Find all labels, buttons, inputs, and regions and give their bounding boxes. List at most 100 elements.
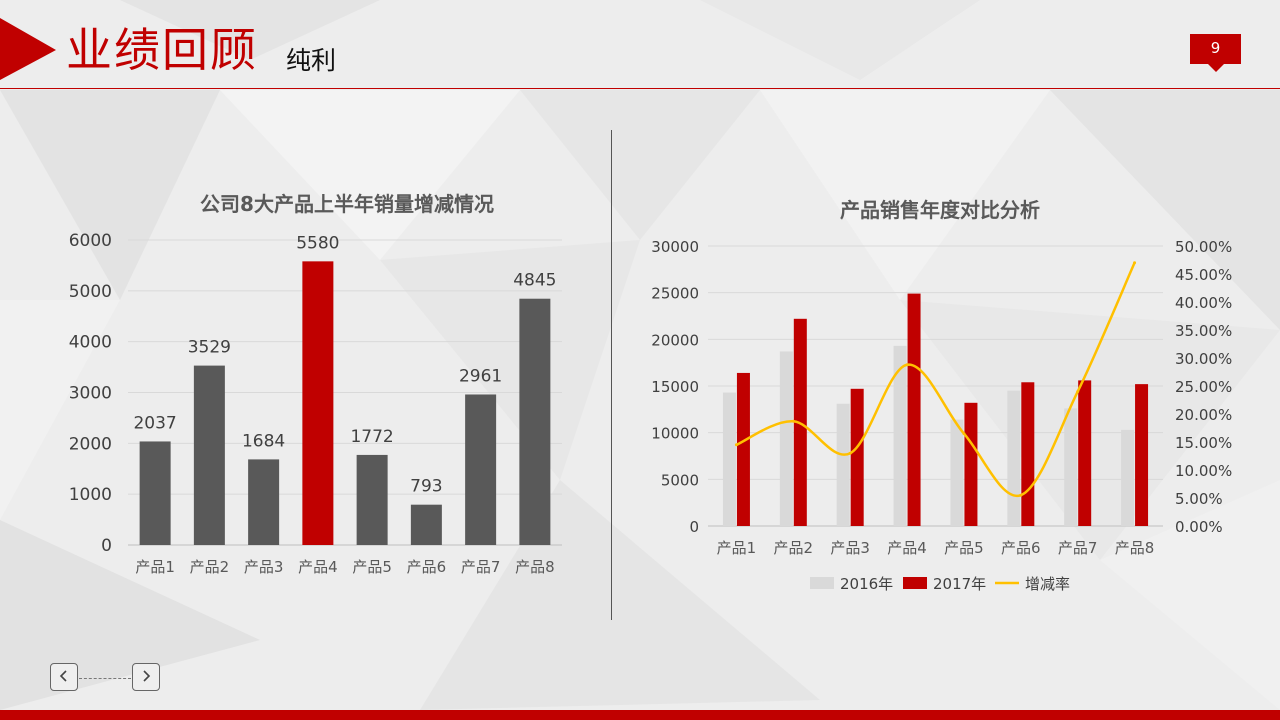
chart1-x-tick-label: 产品6 <box>407 558 447 576</box>
chart2-bar-2017 <box>907 293 921 526</box>
chart2-bar-2016 <box>1007 390 1021 526</box>
chevron-left-icon <box>59 670 67 682</box>
chart2-bar-2017 <box>1021 382 1035 526</box>
chart2-bar-2016 <box>950 419 964 526</box>
chart2-x-tick-label: 产品4 <box>887 539 927 557</box>
chart1-bar <box>302 261 334 545</box>
page-title: 业绩回顾 <box>66 23 258 77</box>
chart2-y2-tick-label: 15.00% <box>1175 434 1232 452</box>
nav-dashed-line <box>79 678 131 679</box>
chart2-y2-tick-label: 30.00% <box>1175 350 1232 368</box>
chart1-bar <box>139 441 171 545</box>
chart2-x-tick-label: 产品6 <box>1001 539 1041 557</box>
chart2-y-tick-label: 15000 <box>651 378 699 396</box>
chart1-x-tick-label: 产品1 <box>135 558 175 576</box>
chart1-y-tick-label: 2000 <box>69 434 112 454</box>
chart2-y2-tick-label: 35.00% <box>1175 322 1232 340</box>
chart2-bar-2017 <box>1135 384 1149 526</box>
chart2-y2-tick-label: 50.00% <box>1175 238 1232 256</box>
legend-label-rate: 增减率 <box>1025 575 1070 593</box>
chart1-data-label: 1772 <box>350 427 393 447</box>
chart2-y2-tick-label: 40.00% <box>1175 294 1232 312</box>
chart1-y-tick-label: 1000 <box>69 485 112 505</box>
chart2-bar-2016 <box>1121 429 1135 526</box>
chart1-y-tick-label: 4000 <box>69 333 112 353</box>
chart1-bar <box>248 459 280 545</box>
chart2-y-tick-label: 30000 <box>651 238 699 256</box>
chart2-y2-tick-label: 0.00% <box>1175 518 1223 536</box>
chart2-y-tick-label: 5000 <box>661 471 699 489</box>
chart2-rate-point <box>905 363 909 367</box>
chart1-x-tick-label: 产品4 <box>298 558 338 576</box>
chart2-x-tick-label: 产品1 <box>717 539 757 557</box>
legend-swatch-2017 <box>903 577 927 589</box>
chart2-rate-point <box>962 432 966 436</box>
chart1-y-tick-label: 0 <box>101 536 112 556</box>
page-number-badge: 9 <box>1190 34 1241 64</box>
chart2-bar-2017 <box>736 372 750 526</box>
chart2-y2-tick-label: 25.00% <box>1175 378 1232 396</box>
page-subtitle: 纯利 <box>286 46 337 75</box>
chart2-rate-point <box>848 451 852 455</box>
chart2-x-tick-label: 产品7 <box>1058 539 1098 557</box>
chevron-right-icon <box>143 670 151 682</box>
chart1-x-tick-label: 产品5 <box>352 558 392 576</box>
chart2-x-tick-label: 产品5 <box>944 539 984 557</box>
chart1-data-label: 3529 <box>188 338 231 358</box>
chart2-rate-point <box>1076 390 1080 394</box>
chart1-x-tick-label: 产品2 <box>190 558 230 576</box>
chart1-data-label: 793 <box>410 477 442 497</box>
chart2-rate-point <box>1133 261 1137 265</box>
legend-swatch-2016 <box>810 577 834 589</box>
chart1-data-label: 2037 <box>133 413 176 433</box>
chart2-bar-2017 <box>850 388 864 526</box>
chart2-bar-2017 <box>964 402 978 526</box>
chart2-rate-point <box>734 443 738 447</box>
chart2-bar-2016 <box>836 403 850 526</box>
prev-slide-button[interactable] <box>50 663 78 691</box>
chart2-bar-2016 <box>722 392 736 526</box>
chart1-x-tick-label: 产品7 <box>461 558 501 576</box>
chart2-y-tick-label: 0 <box>689 518 699 536</box>
chart1-y-tick-label: 6000 <box>69 231 112 251</box>
chart1-title: 公司8大产品上半年销量增减情况 <box>200 192 494 216</box>
bottom-accent-bar <box>0 710 1280 720</box>
chart1-bar <box>410 504 442 545</box>
chart1-data-label: 2961 <box>459 366 502 386</box>
chart2-y2-tick-label: 20.00% <box>1175 406 1232 424</box>
chart1-y-tick-label: 5000 <box>69 282 112 302</box>
chart1-data-label: 4845 <box>513 271 556 291</box>
chart2-x-tick-label: 产品8 <box>1115 539 1155 557</box>
page-number-badge-tail <box>1208 64 1224 72</box>
chart1-data-label: 1684 <box>242 431 285 451</box>
legend-label-2017: 2017年 <box>933 575 986 593</box>
chart2-y-tick-label: 25000 <box>651 285 699 303</box>
chart2-x-tick-label: 产品3 <box>830 539 870 557</box>
chart1-data-label: 5580 <box>296 233 339 253</box>
title-arrow-icon <box>0 18 56 80</box>
chart2-y-tick-label: 20000 <box>651 331 699 349</box>
chart1-y-tick-label: 3000 <box>69 384 112 404</box>
chart1-x-tick-label: 产品8 <box>515 558 555 576</box>
legend-label-2016: 2016年 <box>840 575 893 593</box>
chart2-bar-2017 <box>1078 380 1092 526</box>
chart2-rate-point <box>1019 493 1023 497</box>
chart2-y2-tick-label: 10.00% <box>1175 462 1232 480</box>
chart1-bar <box>465 394 497 545</box>
chart2-title: 产品销售年度对比分析 <box>840 198 1040 222</box>
chart2-y2-tick-label: 45.00% <box>1175 266 1232 284</box>
chart2-bar-2016 <box>779 351 793 526</box>
chart1-bar <box>356 454 388 545</box>
chart2-bar-2016 <box>1064 408 1078 526</box>
chart2-x-tick-label: 产品2 <box>774 539 814 557</box>
chart1-bar <box>519 298 551 545</box>
chart1-bar <box>193 365 225 545</box>
chart1-x-tick-label: 产品3 <box>244 558 284 576</box>
chart-divider <box>611 130 612 620</box>
title-underline <box>0 88 1280 89</box>
chart2-y2-tick-label: 5.00% <box>1175 490 1223 508</box>
next-slide-button[interactable] <box>132 663 160 691</box>
chart2-bar-2016 <box>893 345 907 526</box>
